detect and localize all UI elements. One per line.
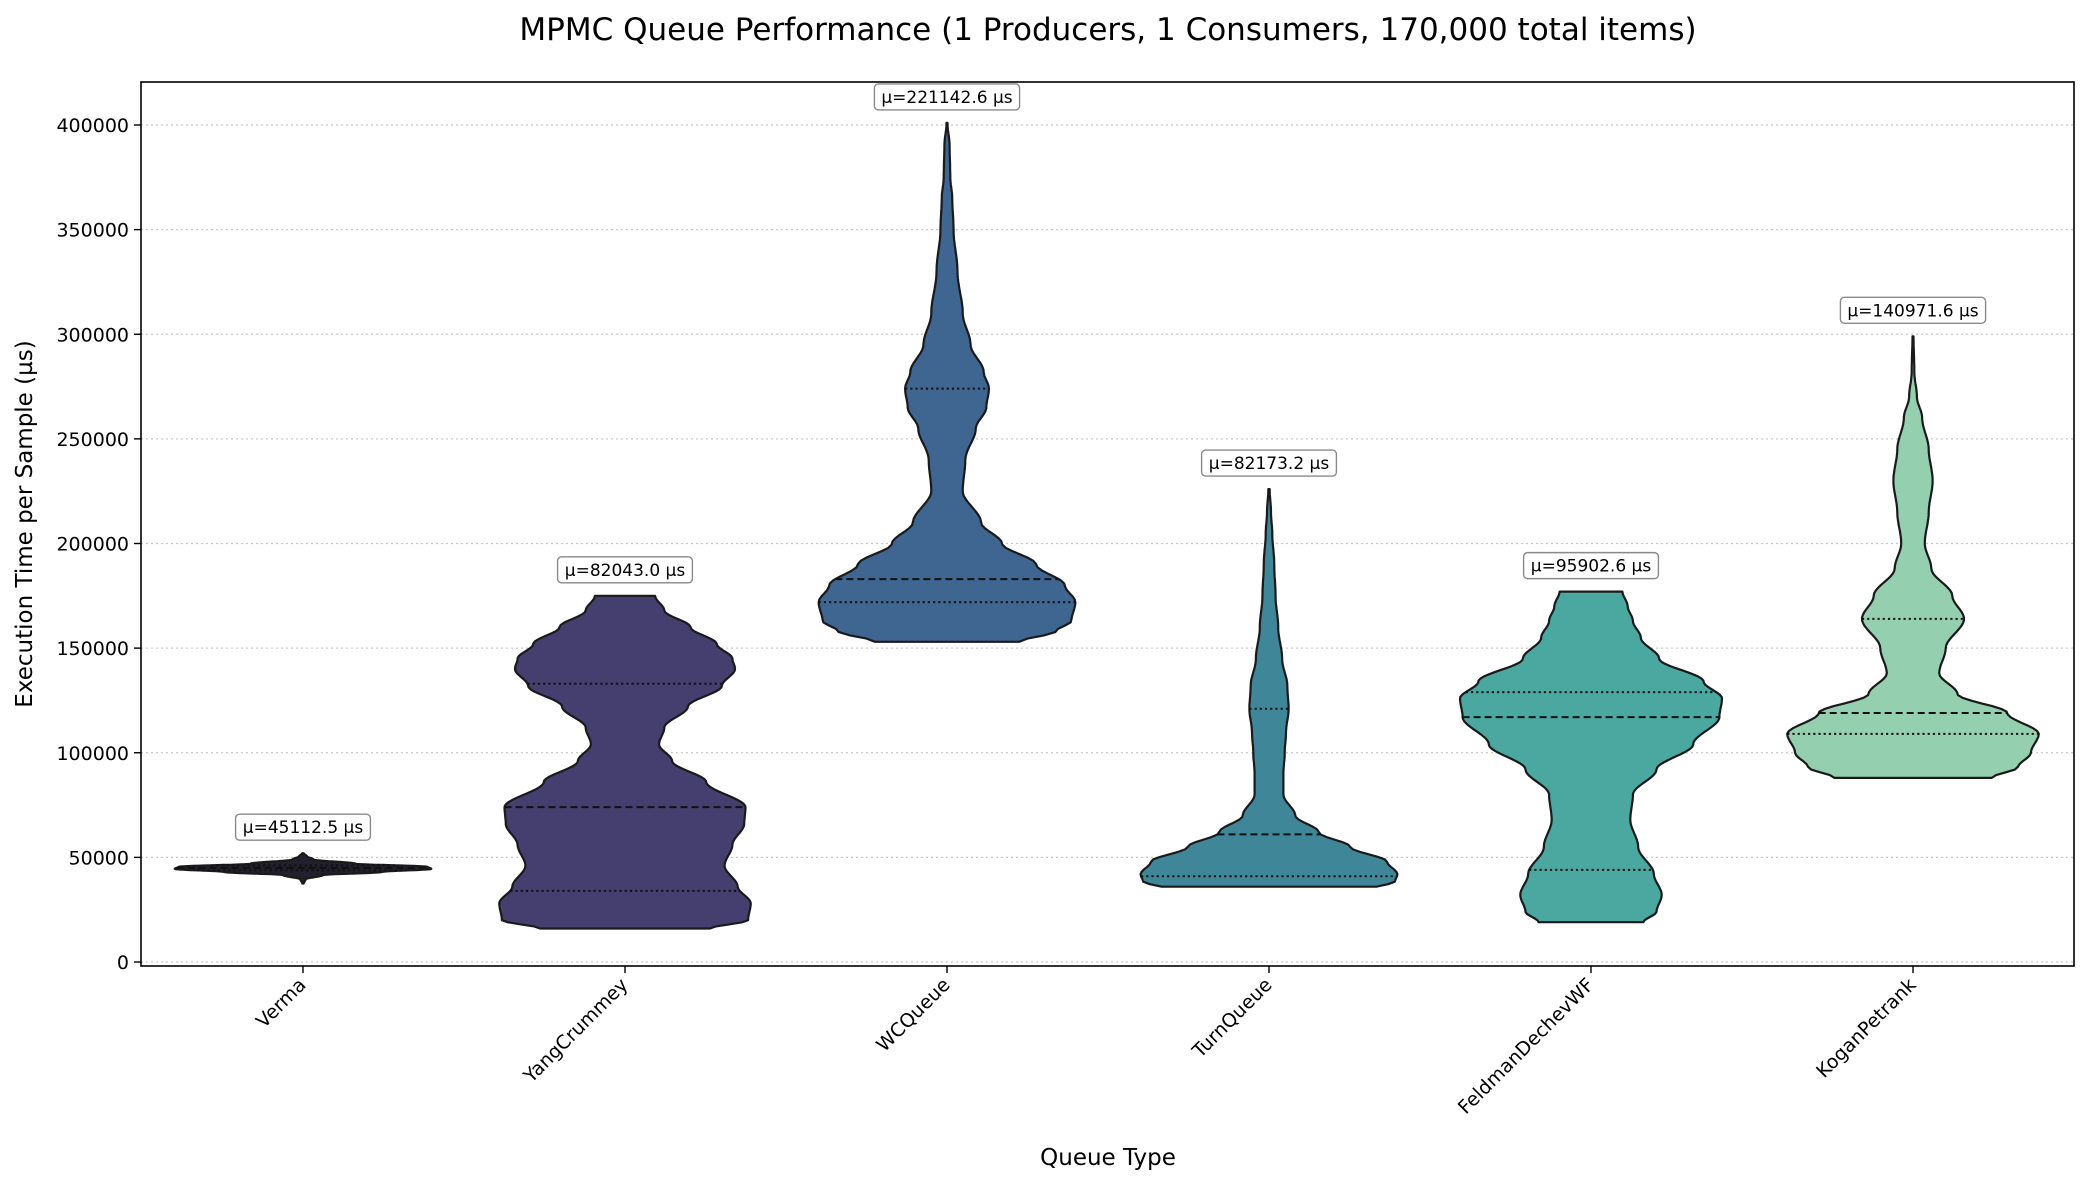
violin-body	[1139, 488, 1399, 888]
y-tick-label: 100000	[56, 743, 129, 765]
y-tick-label: 150000	[56, 638, 129, 660]
violin-body	[1786, 335, 2040, 779]
mean-annotation: µ=45112.5 µs	[234, 813, 372, 841]
x-axis-label: Queue Type	[1040, 1145, 1176, 1171]
violin-yangcrummey	[498, 594, 752, 930]
violin-turnqueue	[1139, 488, 1399, 888]
chart-title: MPMC Queue Performance (1 Producers, 1 C…	[519, 12, 1696, 48]
mean-label-box	[556, 556, 694, 584]
mean-label: µ=140971.6 µs	[1847, 301, 1978, 321]
mean-label: µ=221142.6 µs	[881, 88, 1012, 108]
violin-body	[1458, 590, 1724, 924]
plot-area-frame	[140, 81, 2075, 967]
mean-label-box	[1200, 449, 1338, 477]
mean-annotation: µ=82173.2 µs	[1200, 449, 1338, 477]
violin-feldmandechevwf	[1458, 590, 1724, 924]
y-tick-label: 350000	[56, 220, 129, 242]
y-tick-label: 250000	[56, 429, 129, 451]
mean-annotation: µ=82043.0 µs	[556, 556, 694, 584]
mean-annotation: µ=221142.6 µs	[873, 83, 1021, 111]
y-tick-label: 300000	[56, 324, 129, 346]
y-tick-label: 200000	[56, 534, 129, 556]
y-gridlines	[141, 124, 2074, 963]
mean-label-box	[873, 83, 1021, 111]
y-axis-label: Execution Time per Sample (µs)	[12, 340, 38, 707]
mean-label-box	[1522, 551, 1660, 580]
violin-body	[498, 594, 752, 930]
mean-label: µ=45112.5 µs	[243, 818, 364, 838]
mean-label: µ=95902.6 µs	[1531, 557, 1652, 577]
violin-wcqueue	[817, 121, 1077, 643]
mean-annotation: µ=140971.6 µs	[1839, 296, 1987, 325]
mean-label: µ=82043.0 µs	[565, 561, 686, 581]
y-tick-label: 0	[117, 952, 129, 974]
y-tick-label: 400000	[56, 115, 129, 137]
mean-label-box	[1839, 296, 1987, 325]
mean-annotation: µ=95902.6 µs	[1522, 551, 1660, 580]
mean-label-box	[234, 813, 372, 841]
mean-label: µ=82173.2 µs	[1209, 454, 1330, 474]
mean-annotations: µ=45112.5 µs µ=82043.0 µs µ=221142.6 µs µ=8…	[234, 83, 1987, 841]
y-tick-label: 50000	[69, 847, 129, 869]
violin-verma	[173, 852, 433, 885]
violin-koganpetrank	[1786, 335, 2040, 779]
violins	[173, 121, 2040, 930]
violin-body	[817, 121, 1077, 643]
